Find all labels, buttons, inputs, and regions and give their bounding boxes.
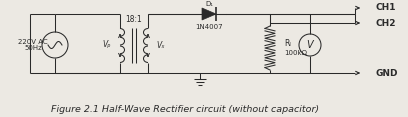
Text: GND: GND xyxy=(375,68,397,77)
Text: Vₓ: Vₓ xyxy=(157,40,165,49)
Text: D₁: D₁ xyxy=(205,1,213,7)
Text: Vₚ: Vₚ xyxy=(103,40,111,49)
Text: 18:1: 18:1 xyxy=(126,15,142,24)
Text: Rₗ: Rₗ xyxy=(284,40,291,49)
Text: 100kΩ: 100kΩ xyxy=(284,50,307,56)
Text: CH2: CH2 xyxy=(375,18,395,27)
Text: V: V xyxy=(307,40,313,50)
Polygon shape xyxy=(202,8,216,20)
Text: Figure 2.1 Half-Wave Rectifier circuit (without capacitor): Figure 2.1 Half-Wave Rectifier circuit (… xyxy=(51,106,319,115)
Text: 1N4007: 1N4007 xyxy=(195,24,223,30)
Text: 220V AC
50Hz: 220V AC 50Hz xyxy=(18,38,48,51)
Text: CH1: CH1 xyxy=(375,4,395,13)
